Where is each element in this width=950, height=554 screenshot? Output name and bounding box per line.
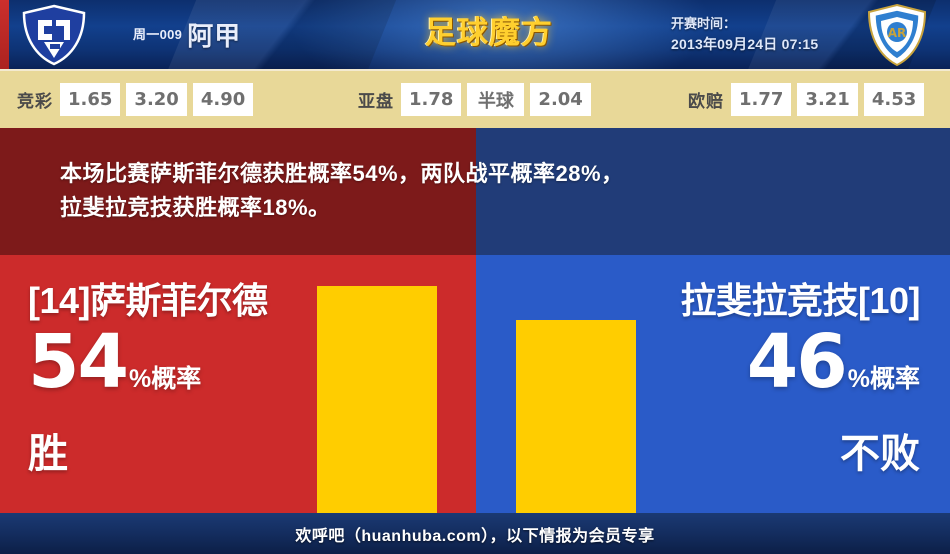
away-probability-bar <box>516 320 636 513</box>
odds-group-label: 亚盘 <box>358 92 394 111</box>
footer-notice[interactable]: 欢呼吧（huanhuba.com），以下情报为会员专享 <box>295 527 655 545</box>
probability-summary-text: 本场比赛萨斯菲尔德获胜概率54%，两队战平概率28%， 拉斐拉竞技获胜概率18%… <box>60 157 920 225</box>
odds-group-jingcai: 竞彩 1.65 3.20 4.90 <box>17 83 259 116</box>
odds-group-label: 欧赔 <box>688 92 724 111</box>
vélez-sarsfield-crest-icon <box>22 4 86 66</box>
page-footer: 欢呼吧（huanhuba.com），以下情报为会员专享 <box>0 513 950 554</box>
home-team-stats: [14]萨斯菲尔德 54%概率 胜 <box>28 277 448 482</box>
atletico-rafaela-crest-icon: AR <box>867 3 927 67</box>
odds-group-yapan: 亚盘 1.78 半球 2.04 <box>358 83 597 116</box>
kickoff-label: 开赛时间： <box>671 16 737 31</box>
odds-cell[interactable]: 4.90 <box>192 83 254 116</box>
home-team-name: [14]萨斯菲尔德 <box>28 280 268 321</box>
page-header: 周一009 阿甲 足球魔方 开赛时间： 2013年09月24日 07:15 AR <box>0 0 950 69</box>
away-team-name: 拉斐拉竞技[10] <box>680 280 920 321</box>
away-team-stats: 拉斐拉竞技[10] 46%概率 不败 <box>500 277 920 482</box>
home-verdict: 胜 <box>28 432 68 476</box>
summary-line-2: 拉斐拉竞技获胜概率18%。 <box>60 195 331 220</box>
home-summary-band <box>0 128 476 255</box>
odds-cell[interactable]: 半球 <box>467 83 525 116</box>
odds-cell[interactable]: 2.04 <box>530 83 591 116</box>
odds-cell[interactable]: 3.21 <box>797 83 858 116</box>
match-league: 阿甲 <box>187 21 242 51</box>
header-red-accent-bar <box>0 0 9 69</box>
odds-bar: 竞彩 1.65 3.20 4.90 亚盘 1.78 半球 2.04 欧赔 1.7… <box>0 69 950 128</box>
home-probability-bar <box>317 286 437 513</box>
odds-cell[interactable]: 1.77 <box>731 83 792 116</box>
odds-group-label: 竞彩 <box>17 92 53 111</box>
kickoff-datetime: 2013年09月24日 07:15 <box>671 36 819 52</box>
odds-cell[interactable]: 4.53 <box>863 83 925 116</box>
summary-line-1: 本场比赛萨斯菲尔德获胜概率54%，两队战平概率28%， <box>60 161 624 186</box>
away-probability-row: 46%概率 <box>500 325 920 420</box>
match-title: 周一009 阿甲 <box>133 16 241 53</box>
odds-cell[interactable]: 1.65 <box>60 83 121 116</box>
home-probability-suffix: %概率 <box>128 365 202 393</box>
odds-cell[interactable]: 3.20 <box>126 83 187 116</box>
away-summary-band <box>476 128 950 255</box>
site-brand-logo[interactable]: 足球魔方 <box>425 15 553 51</box>
home-probability-row: 54%概率 <box>28 325 448 420</box>
away-verdict: 不败 <box>840 432 920 476</box>
kickoff-info: 开赛时间： 2013年09月24日 07:15 <box>671 13 818 55</box>
match-round: 周一009 <box>133 27 183 42</box>
svg-text:AR: AR <box>888 26 907 40</box>
away-probability-value: 46 <box>746 319 848 405</box>
away-probability-suffix: %概率 <box>847 365 920 393</box>
odds-group-oupei: 欧赔 1.77 3.21 4.53 <box>688 83 930 116</box>
home-probability-value: 54 <box>28 319 129 405</box>
odds-cell[interactable]: 1.78 <box>401 83 462 116</box>
